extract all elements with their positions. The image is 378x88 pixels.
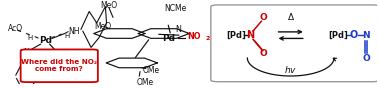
Text: O: O: [362, 54, 370, 63]
Text: O: O: [260, 49, 268, 58]
Text: H: H: [28, 35, 33, 41]
Text: N: N: [23, 48, 29, 57]
Text: NO: NO: [187, 32, 201, 41]
Text: 2: 2: [205, 36, 209, 41]
Text: AcO: AcO: [8, 24, 23, 33]
Text: N: N: [246, 30, 254, 40]
Text: Pd: Pd: [162, 34, 175, 43]
Text: O: O: [260, 13, 268, 22]
Text: H: H: [35, 49, 40, 55]
Text: [Pd]: [Pd]: [226, 31, 246, 40]
Text: Where did the NO₂
come from?: Where did the NO₂ come from?: [21, 59, 97, 72]
FancyBboxPatch shape: [211, 5, 378, 82]
Text: MeO: MeO: [101, 1, 118, 10]
Text: 2: 2: [78, 56, 83, 61]
Text: NCMe: NCMe: [164, 4, 187, 13]
Text: NH: NH: [68, 27, 80, 36]
Text: Δ: Δ: [288, 13, 294, 22]
Text: $hv$: $hv$: [284, 64, 297, 75]
Text: OMe: OMe: [143, 66, 160, 75]
FancyBboxPatch shape: [21, 49, 98, 82]
Text: OMe: OMe: [137, 78, 154, 87]
Text: H: H: [65, 33, 70, 39]
Text: MeO: MeO: [94, 23, 111, 32]
Text: [Pd]: [Pd]: [328, 31, 348, 40]
Text: Pd: Pd: [39, 36, 52, 45]
Text: NO: NO: [60, 53, 74, 62]
Text: N: N: [175, 25, 181, 34]
Text: N: N: [362, 31, 370, 40]
Text: O: O: [350, 30, 358, 40]
